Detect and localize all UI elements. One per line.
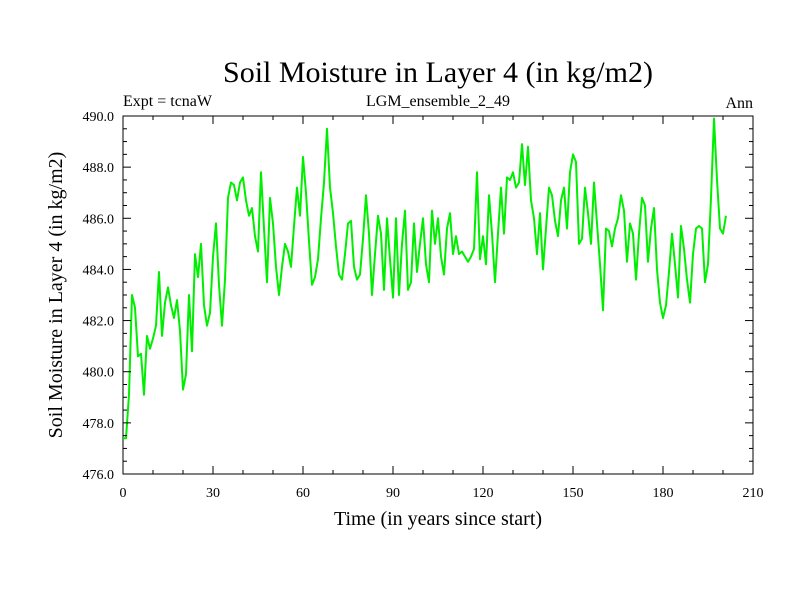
y-tick-label: 482.0 [83,315,115,330]
period-label: Ann [725,95,753,112]
x-tick-label: 120 [473,486,494,501]
x-tick-label: 0 [120,486,127,501]
experiment-label: Expt = tcnaW [123,93,213,110]
chart-title: Soil Moisture in Layer 4 (in kg/m2) [223,56,653,89]
x-tick-label: 60 [296,486,310,501]
y-tick-label: 480.0 [83,366,115,381]
y-tick-label: 476.0 [83,468,115,483]
x-tick-label: 150 [563,486,584,501]
y-axis-label: Soil Moisture in Layer 4 (in kg/m2) [45,152,67,439]
x-axis-label: Time (in years since start) [334,508,542,530]
plot-area [122,115,754,475]
y-tick-label: 490.0 [83,110,115,125]
y-tick-label: 478.0 [83,417,115,432]
ensemble-label: LGM_ensemble_2_49 [366,93,510,110]
axis-ticks: 0 30 60 90 120 150 180 210 476.0 478.0 480.0 482.0 4… [83,110,764,501]
x-tick-label: 30 [206,486,220,501]
y-tick-label: 486.0 [83,212,115,227]
y-tick-label: 484.0 [83,263,115,278]
x-tick-label: 210 [743,486,764,501]
series-line [123,117,727,440]
y-tick-label: 488.0 [83,161,115,176]
x-tick-label: 90 [386,486,400,501]
x-tick-label: 180 [653,486,674,501]
